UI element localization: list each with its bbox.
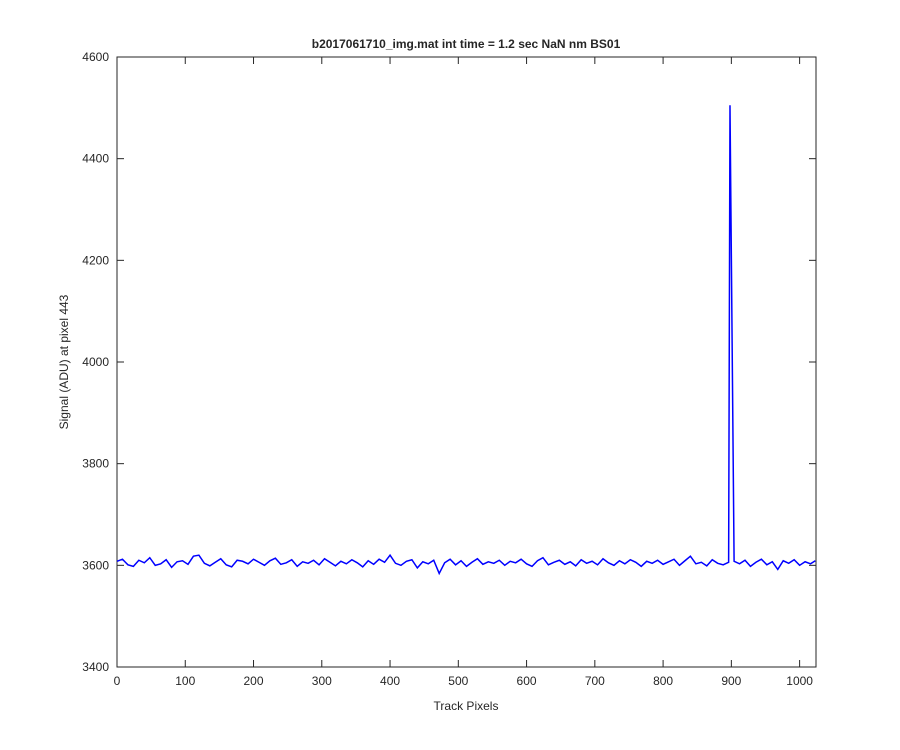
x-axis-label: Track Pixels [434, 699, 499, 713]
x-tick-label: 0 [114, 674, 121, 688]
y-tick-label: 4400 [82, 152, 109, 166]
x-tick-label: 900 [721, 674, 741, 688]
x-tick-label: 100 [175, 674, 195, 688]
x-tick-label: 1000 [786, 674, 813, 688]
y-tick-label: 3800 [82, 457, 109, 471]
x-tick-label: 600 [517, 674, 537, 688]
y-tick-label: 3600 [82, 558, 109, 572]
y-axis-label: Signal (ADU) at pixel 443 [57, 294, 71, 429]
y-tick-label: 3400 [82, 660, 109, 674]
chart-title: b2017061710_img.mat int time = 1.2 sec N… [312, 37, 621, 51]
x-tick-label: 300 [312, 674, 332, 688]
x-tick-label: 400 [380, 674, 400, 688]
plot-frame [116, 56, 817, 668]
x-tick-label: 800 [653, 674, 673, 688]
data-line [117, 105, 816, 576]
x-tick-label: 500 [448, 674, 468, 688]
x-tick-label: 700 [585, 674, 605, 688]
y-tick-label: 4000 [82, 355, 109, 369]
y-tick-label: 4600 [82, 50, 109, 64]
x-tick-label: 200 [244, 674, 264, 688]
y-tick-label: 4200 [82, 253, 109, 267]
